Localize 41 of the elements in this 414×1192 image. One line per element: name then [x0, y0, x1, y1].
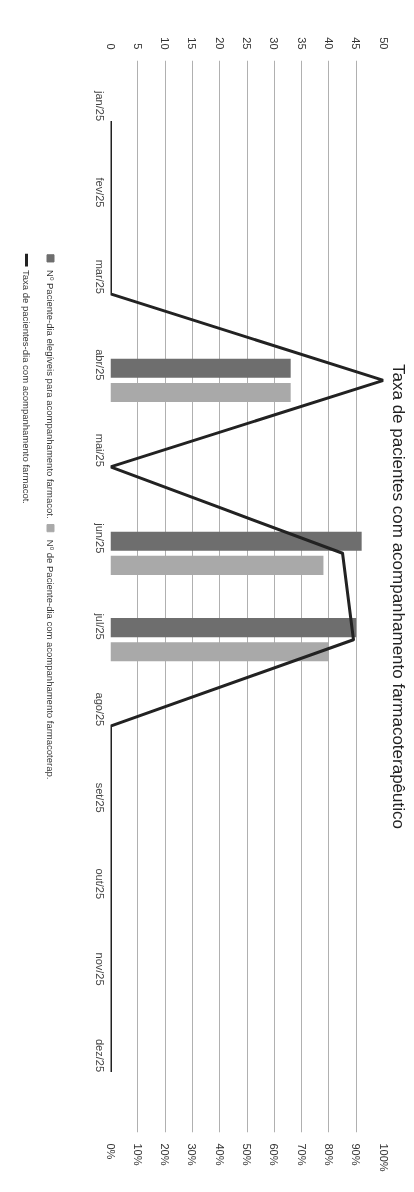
legend-label: Nº de Paciente-dia com acompanhamento farmacoterap. [45, 539, 56, 780]
x-tick-label: 40 [322, 37, 335, 50]
y-tick-label: mai/25 [93, 433, 106, 467]
y-tick-label: dez/25 [93, 1038, 106, 1072]
x2-tick-label: 50% [241, 1143, 253, 1166]
x2-tick-label: 20% [159, 1143, 172, 1166]
y-tick-label: nov/25 [93, 952, 106, 986]
y-tick-label: ago/25 [93, 692, 106, 727]
x2-tick-label: 60% [268, 1143, 281, 1166]
x-tick-label: 45 [350, 37, 363, 50]
x-tick-label: 15 [186, 37, 199, 50]
x-tick-label: 0 [104, 43, 117, 50]
legend-label: Taxa de pacientes-dia com acompanhamento farmacot. [21, 270, 32, 504]
x-tick-label: 20 [213, 37, 226, 50]
x2-tick-label: 10% [131, 1143, 144, 1166]
x-tick-label: 5 [131, 43, 144, 50]
y-tick-label: out/25 [93, 868, 106, 900]
bar [110, 618, 357, 638]
text: Taxa de pacientes com acompanhamento farmacoterapêutico [388, 364, 408, 829]
x-tick-label: 35 [295, 37, 308, 50]
x2-tick-label: 0% [104, 1143, 117, 1160]
y-tick-label: mar/25 [93, 259, 106, 294]
bar [110, 358, 291, 378]
x-tick-label: 25 [241, 37, 253, 50]
y-tick-label: jun/25 [93, 522, 106, 554]
x-tick-label: 10 [159, 37, 172, 50]
y-tick-label: abr/25 [93, 349, 106, 381]
x2-tick-label: 70% [295, 1143, 308, 1166]
x2-tick-label: 80% [322, 1143, 335, 1166]
y-tick-label: jan/25 [93, 90, 106, 122]
x2-tick-label: 90% [350, 1143, 363, 1166]
y-tick-label: fev/25 [93, 177, 106, 208]
x2-tick-label: 100% [377, 1143, 390, 1172]
legend-label: Nº Paciente-dia elegíveis para acompanhamento farmacot. [45, 270, 56, 519]
bar [110, 531, 362, 551]
x-tick-label: 50 [377, 37, 390, 50]
x2-tick-label: 40% [213, 1143, 226, 1166]
y-tick-label: jul/25 [93, 612, 106, 640]
x2-tick-label: 30% [186, 1143, 199, 1166]
x-tick-label: 30 [268, 37, 281, 50]
y-tick-label: set/25 [93, 782, 106, 813]
